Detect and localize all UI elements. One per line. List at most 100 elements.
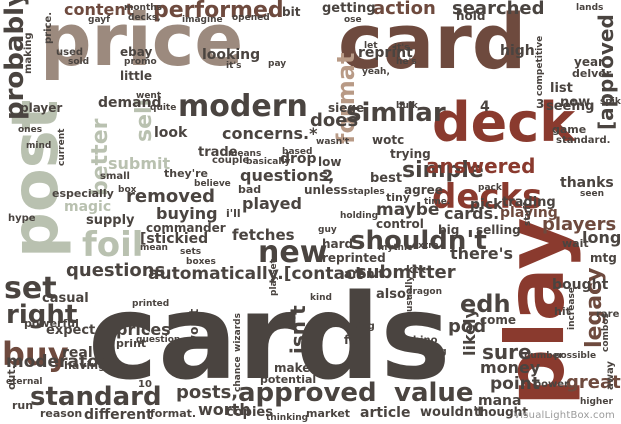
word-hype: hype xyxy=(8,213,36,224)
word-trading: trading xyxy=(502,195,556,210)
word-away: away xyxy=(605,361,616,390)
word-value: value xyxy=(394,378,474,408)
word-worth: worth xyxy=(198,400,251,419)
word-shouldn-t: shouldn't xyxy=(350,226,487,256)
word-set: set xyxy=(4,271,57,306)
word-high: high xyxy=(500,43,535,59)
word-reprint: reprint xyxy=(358,45,413,61)
word-wotc: wotc xyxy=(372,133,405,147)
word-bulk: bulk xyxy=(396,101,418,111)
word-concerns: concerns.* xyxy=(222,124,318,143)
word-making: making xyxy=(23,32,34,74)
word-little: little xyxy=(120,69,152,83)
word-decks: decks, xyxy=(128,13,161,23)
word-tiny: tiny xyxy=(386,191,411,204)
word-won-t: won't xyxy=(187,308,201,346)
word-chance: chance xyxy=(233,356,243,392)
word-using: using xyxy=(344,321,375,332)
word-couple: couple xyxy=(212,155,250,166)
word-bit: bit xyxy=(282,5,301,19)
word-different: different xyxy=(84,407,153,423)
word-questions: questions xyxy=(66,260,166,281)
word-submitter: submitter xyxy=(356,262,456,283)
word-ones: ones xyxy=(18,125,43,135)
word-played: played xyxy=(242,194,302,213)
word-far: far xyxy=(344,333,364,347)
word-edh: edh xyxy=(460,290,511,318)
word-looking: looking xyxy=(202,47,261,63)
word-sold: sold xyxy=(68,57,90,67)
word-new: new xyxy=(258,235,328,270)
word-unless: unless xyxy=(304,183,348,197)
word-guy: guy xyxy=(318,225,337,235)
word-player: player xyxy=(20,101,63,115)
word-look: look xyxy=(154,125,188,141)
word-he-s: he's xyxy=(396,57,417,67)
word-likely: likely xyxy=(460,308,479,356)
word-expect: expect xyxy=(46,323,96,338)
word-thought: thought xyxy=(474,405,528,419)
word-drop: drop xyxy=(280,151,317,167)
word-number: number xyxy=(524,351,564,361)
word-similar: similar xyxy=(346,98,446,128)
word-casual: casual xyxy=(42,291,89,306)
word-action: action xyxy=(373,0,436,19)
word-article: article xyxy=(360,405,411,421)
word-getting: getting xyxy=(322,1,376,16)
word-spike: spike xyxy=(600,97,621,107)
word-time: time. xyxy=(424,197,451,207)
word-modern: modern xyxy=(178,89,308,124)
word-thinking: thinking xyxy=(266,413,309,423)
word-kind: kind xyxy=(310,293,332,303)
word-pack: pack xyxy=(478,183,502,193)
word-doing: doing xyxy=(418,347,447,357)
word-reason: reason xyxy=(40,407,83,420)
word-removed: removed xyxy=(126,186,216,207)
word-commander: commander xyxy=(146,221,226,235)
word-powerful: powerful xyxy=(24,317,79,330)
word-current: current xyxy=(57,128,67,166)
word-months: months xyxy=(124,3,163,13)
word-buy: buy xyxy=(2,335,69,373)
word-moderators: moderators xyxy=(6,352,118,372)
word-10: 10 xyxy=(138,379,152,390)
word-low: low xyxy=(318,155,342,169)
word-demand: demand xyxy=(98,95,162,111)
word-money: money xyxy=(480,358,541,377)
word-posts: posts, xyxy=(176,382,239,403)
word-playset: playset xyxy=(269,259,279,296)
word-deck: deck xyxy=(432,91,576,154)
word-standard: standard. xyxy=(556,135,611,146)
word-reprinted: reprinted xyxy=(322,251,386,265)
word-2: 2 xyxy=(322,166,334,185)
word-game: game xyxy=(552,123,587,136)
word-pick: pick xyxy=(470,197,503,213)
word-foil: foil xyxy=(82,225,144,265)
word-mythic: mythic xyxy=(378,243,413,253)
word-answered: answered xyxy=(426,154,536,178)
word-price: price. xyxy=(43,11,54,44)
word-agree: agree xyxy=(404,183,443,197)
word-trying: trying xyxy=(390,147,431,161)
word-sets: sets xyxy=(180,247,202,257)
word-buying: buying xyxy=(156,204,218,223)
word-mind: mind xyxy=(26,141,52,151)
word-box: box xyxy=(118,185,137,195)
word-bought: bought xyxy=(552,277,609,293)
word-they-re: they're xyxy=(164,167,208,180)
word-boxes: boxes xyxy=(186,257,216,267)
word-best: best xyxy=(370,171,403,186)
word-does: does xyxy=(310,110,359,131)
word-players: players xyxy=(542,214,617,235)
word-out: out. xyxy=(5,365,18,390)
word-print: print xyxy=(116,337,147,350)
word-stickied: [stickied xyxy=(140,231,209,247)
word-let: let xyxy=(364,41,378,51)
word-playing: playing xyxy=(500,205,558,221)
word-searched: searched xyxy=(452,0,545,19)
word-seeing: seeing xyxy=(546,99,595,114)
word-submit: submit xyxy=(108,154,171,173)
word-right: right xyxy=(6,300,78,330)
word-rhino: rhino xyxy=(408,335,438,346)
word-competitive: competitive xyxy=(535,35,545,96)
